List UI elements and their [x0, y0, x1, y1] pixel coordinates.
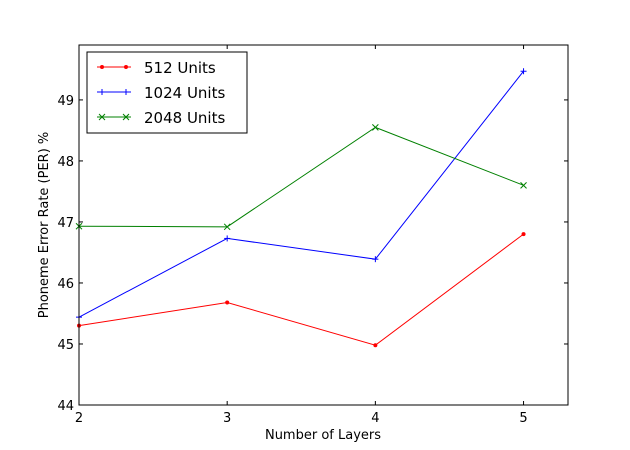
series-2-point-3 [520, 181, 527, 189]
legend-marker-start-2 [98, 113, 106, 121]
y-tick-label-0: 44 [57, 399, 74, 414]
legend-marker-start-0 [100, 65, 104, 69]
x-tick-label-1: 3 [223, 411, 231, 426]
legend-marker-end-1 [123, 89, 129, 95]
plot-frame [78, 44, 569, 406]
series-1-point-1 [224, 235, 231, 242]
marker-x-b [98, 113, 106, 121]
series-2-point-2 [372, 124, 379, 131]
x-tick-label-3: 5 [519, 411, 527, 426]
legend-marker-start-1 [99, 89, 105, 95]
legend-entry-0: 512 Units [97, 59, 216, 77]
series-line-0 [78, 233, 524, 346]
series-line-1 [78, 70, 524, 318]
marker-x-b [223, 223, 231, 231]
series-layer [75, 68, 527, 348]
legend-marker-end-0 [124, 65, 128, 69]
series-line-2 [78, 126, 524, 228]
marker-x-b [520, 181, 527, 189]
series-1-point-3 [520, 68, 527, 75]
y-tick-label-4: 48 [57, 155, 74, 170]
y-tick-label-3: 47 [57, 216, 74, 231]
marker-x-b [372, 124, 379, 131]
marker-x-b [122, 113, 130, 121]
legend-label-2: 2048 Units [144, 109, 225, 127]
series-1-point-2 [372, 256, 379, 263]
legend-label-1: 1024 Units [144, 84, 225, 102]
legend: 512 Units 1024 Units 2048 Units [86, 51, 248, 134]
series-0-point-1 [225, 300, 230, 305]
y-tick-label-2: 46 [57, 277, 74, 292]
series-0-point-3 [521, 232, 526, 237]
y-tick-label-5: 49 [57, 94, 74, 109]
x-tick-label-0: 2 [75, 411, 83, 426]
x-axis-title: Number of Layers [265, 428, 381, 443]
y-tick-label-1: 45 [57, 338, 74, 353]
legend-label-0: 512 Units [144, 59, 216, 77]
series-2-point-1 [223, 223, 231, 231]
legend-entry-1: 1024 Units [97, 84, 225, 102]
legend-marker-end-2 [122, 113, 130, 121]
x-tick-label-2: 4 [371, 411, 379, 426]
series-0-point-2 [373, 343, 378, 348]
legend-entry-2: 2048 Units [97, 109, 225, 127]
y-axis-title: Phoneme Error Rate (PER) % [37, 132, 52, 319]
